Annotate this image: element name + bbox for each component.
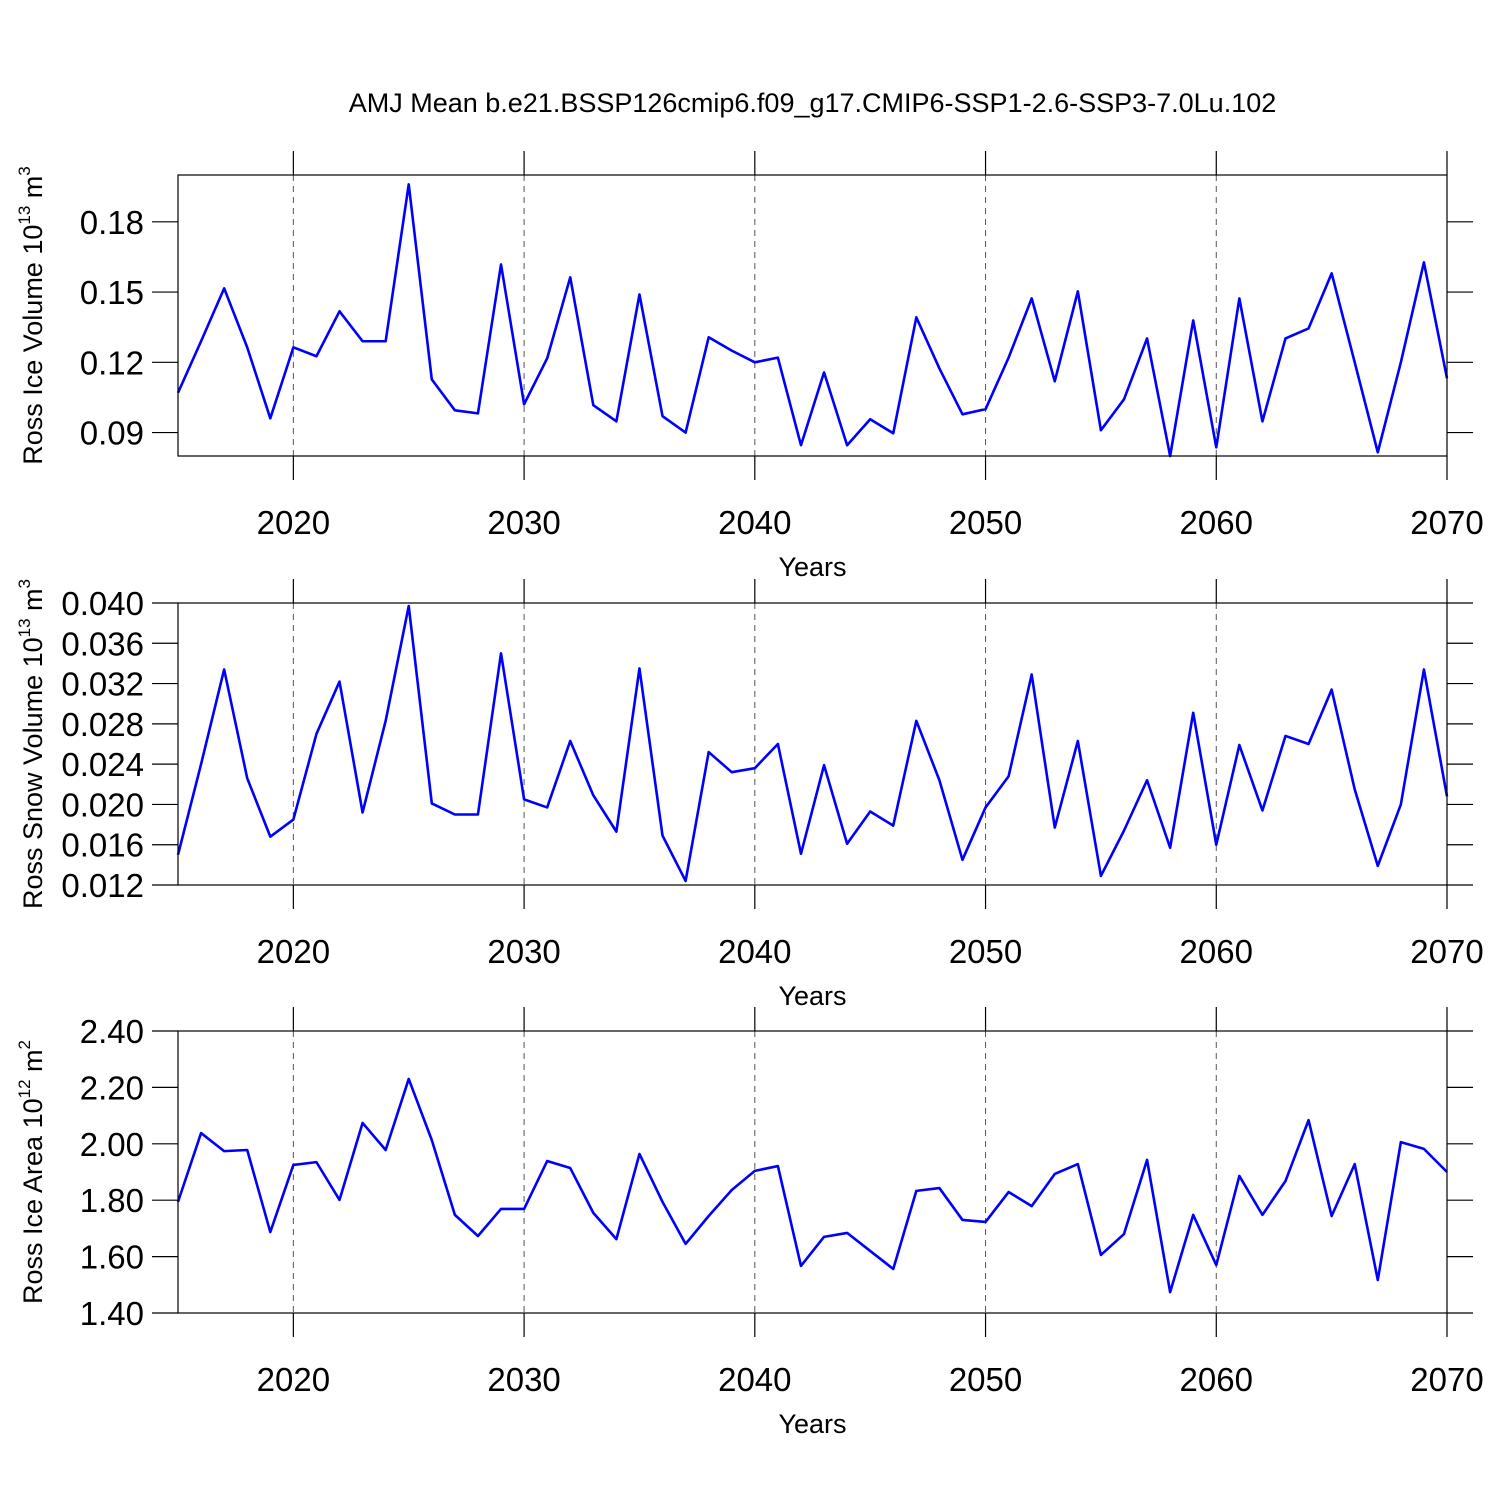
y-tick-label: 0.036 <box>61 625 144 662</box>
data-line <box>176 604 1449 883</box>
y-axis-label-part: m <box>18 588 48 618</box>
y-tick-label: 0.020 <box>61 786 144 823</box>
y-tick-label: 0.032 <box>61 666 144 703</box>
y-axis-label-part: Ross Ice Area 10 <box>18 1098 48 1304</box>
y-tick-label: 0.012 <box>61 867 144 904</box>
y-axis-label-part: m <box>18 176 48 206</box>
y-tick-label: 0.040 <box>61 585 144 622</box>
x-tick-label: 2060 <box>1180 504 1253 541</box>
x-tick-label: 2070 <box>1410 933 1483 970</box>
y-axis-label: Ross Ice Area 1012 m2 <box>15 1040 48 1304</box>
y-tick-label: 0.12 <box>80 344 144 381</box>
plot-frame <box>177 1030 1448 1314</box>
x-axis-label: Years <box>778 552 846 582</box>
y-tick-label: 0.028 <box>61 706 144 743</box>
chart-title: AMJ Mean b.e21.BSSP126cmip6.f09_g17.CMIP… <box>349 88 1277 118</box>
x-tick-label: 2070 <box>1410 1361 1483 1398</box>
x-tick-label: 2020 <box>257 933 330 970</box>
panel: 2020 2030 2040 2050 2060 2070 1.40 1.60 1.80 2.00… <box>15 1007 1484 1439</box>
x-tick-label: 2020 <box>257 504 330 541</box>
x-tick-label: 2060 <box>1180 1361 1253 1398</box>
y-tick-label: 1.40 <box>80 1295 144 1332</box>
y-axis-label-part: Ross Ice Volume 10 <box>18 225 48 465</box>
plot-frame <box>177 602 1448 886</box>
x-tick-label: 2030 <box>487 504 560 541</box>
y-axis-label-exponent: 13 <box>15 206 34 225</box>
x-tick-label: 2060 <box>1180 933 1253 970</box>
x-axis-label: Years <box>778 981 846 1011</box>
y-tick-label: 0.18 <box>80 204 144 241</box>
y-axis-label-exponent: 3 <box>15 579 34 588</box>
x-tick-label: 2040 <box>718 1361 791 1398</box>
y-axis-label: Ross Ice Volume 1013 m3 <box>15 166 48 465</box>
plot-frame <box>177 174 1448 457</box>
y-tick-label: 1.60 <box>80 1239 144 1276</box>
x-tick-label: 2040 <box>718 504 791 541</box>
y-tick-label: 2.20 <box>80 1069 144 1106</box>
x-axis-label: Years <box>778 1409 846 1439</box>
y-axis-label: Ross Snow Volume 1013 m3 <box>15 579 48 909</box>
panel: 2020 2030 2040 2050 2060 20700.0120.0160.0200… <box>15 579 1484 1011</box>
x-tick-label: 2040 <box>718 933 791 970</box>
x-tick-label: 2070 <box>1410 504 1483 541</box>
data-line <box>176 183 1449 458</box>
y-tick-label: 0.09 <box>80 415 144 452</box>
y-axis-label-exponent: 2 <box>15 1040 34 1049</box>
y-axis-label-exponent: 12 <box>15 1079 34 1098</box>
x-tick-label: 2030 <box>487 1361 560 1398</box>
y-tick-label: 0.024 <box>61 746 144 783</box>
x-tick-label: 2030 <box>487 933 560 970</box>
x-tick-label: 2050 <box>949 504 1022 541</box>
y-tick-label: 1.80 <box>80 1182 144 1219</box>
y-tick-label: 0.15 <box>80 274 144 311</box>
y-tick-label: 0.016 <box>61 827 144 864</box>
x-tick-label: 2020 <box>257 1361 330 1398</box>
y-axis-label-exponent: 13 <box>15 618 34 637</box>
y-axis-label-part: Ross Snow Volume 10 <box>18 637 48 909</box>
y-axis-label-part: m <box>18 1049 48 1079</box>
data-line <box>176 1077 1448 1294</box>
x-tick-label: 2050 <box>949 1361 1022 1398</box>
x-tick-label: 2050 <box>949 933 1022 970</box>
y-tick-label: 2.40 <box>80 1013 144 1050</box>
panel: AMJ Mean b.e21.BSSP126cmip6.f09_g17.CMIP… <box>15 88 1484 582</box>
y-tick-label: 2.00 <box>80 1126 144 1163</box>
y-axis-label-exponent: 3 <box>15 166 34 175</box>
